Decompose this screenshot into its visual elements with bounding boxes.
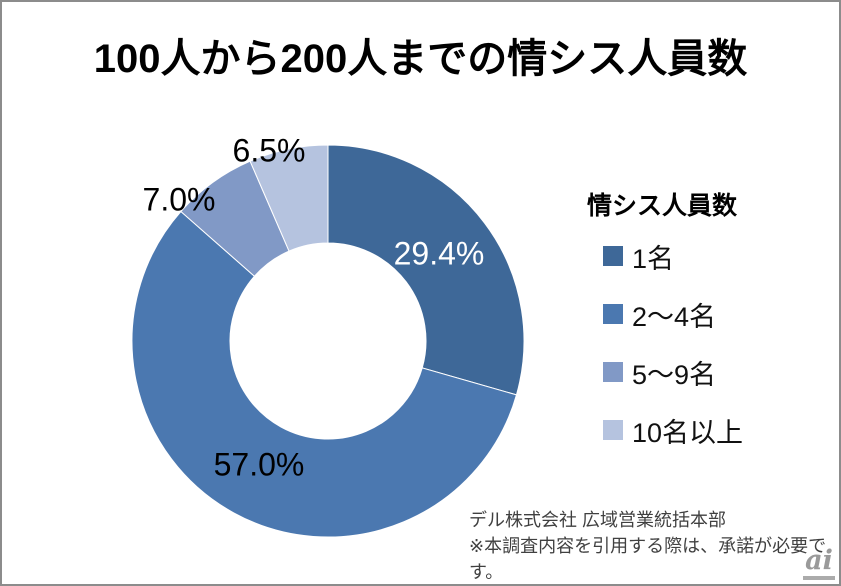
legend-swatch-icon [603, 304, 623, 324]
pie-slice-10名以上 [249, 144, 329, 252]
legend-item-label: 5〜9名 [632, 359, 717, 390]
legend-title: 情シス人員数 [587, 192, 738, 220]
pie-slice-1名 [327, 144, 525, 396]
asahi-interactive-logo: ai [801, 547, 837, 580]
pie-slice-2〜4名 [131, 210, 518, 538]
legend-swatch-icon [603, 362, 623, 382]
logo-subtext-bar [803, 576, 835, 580]
legend-item-2〜4名: 2〜4名 [603, 300, 743, 332]
logo-text: ai [805, 545, 833, 576]
legend-items: 1名 2〜4名 5〜9名 10名以上 [587, 242, 743, 448]
legend-swatch-icon [603, 246, 623, 266]
legend-item-5〜9名: 5〜9名 [603, 358, 743, 390]
legend-item-1名: 1名 [603, 242, 743, 274]
footer: デル株式会社 広域営業統括本部 ※本調査内容を引用する際は、承諾が必要です。 [469, 507, 839, 584]
chart-title: 100人から200人までの情シス人員数 [93, 37, 748, 81]
legend: 情シス人員数 1名 2〜4名 5〜9名 10名以上 [587, 186, 743, 474]
legend-swatch-icon [603, 420, 623, 440]
legend-item-label: 2〜4名 [632, 301, 717, 332]
legend-item-10名以上: 10名以上 [603, 416, 743, 448]
legend-item-label: 1名 [632, 243, 675, 274]
source-text: デル株式会社 広域営業統括本部 [469, 510, 726, 530]
legend-item-label: 10名以上 [632, 417, 744, 448]
citation-note: ※本調査内容を引用する際は、承諾が必要です。 [469, 536, 827, 582]
